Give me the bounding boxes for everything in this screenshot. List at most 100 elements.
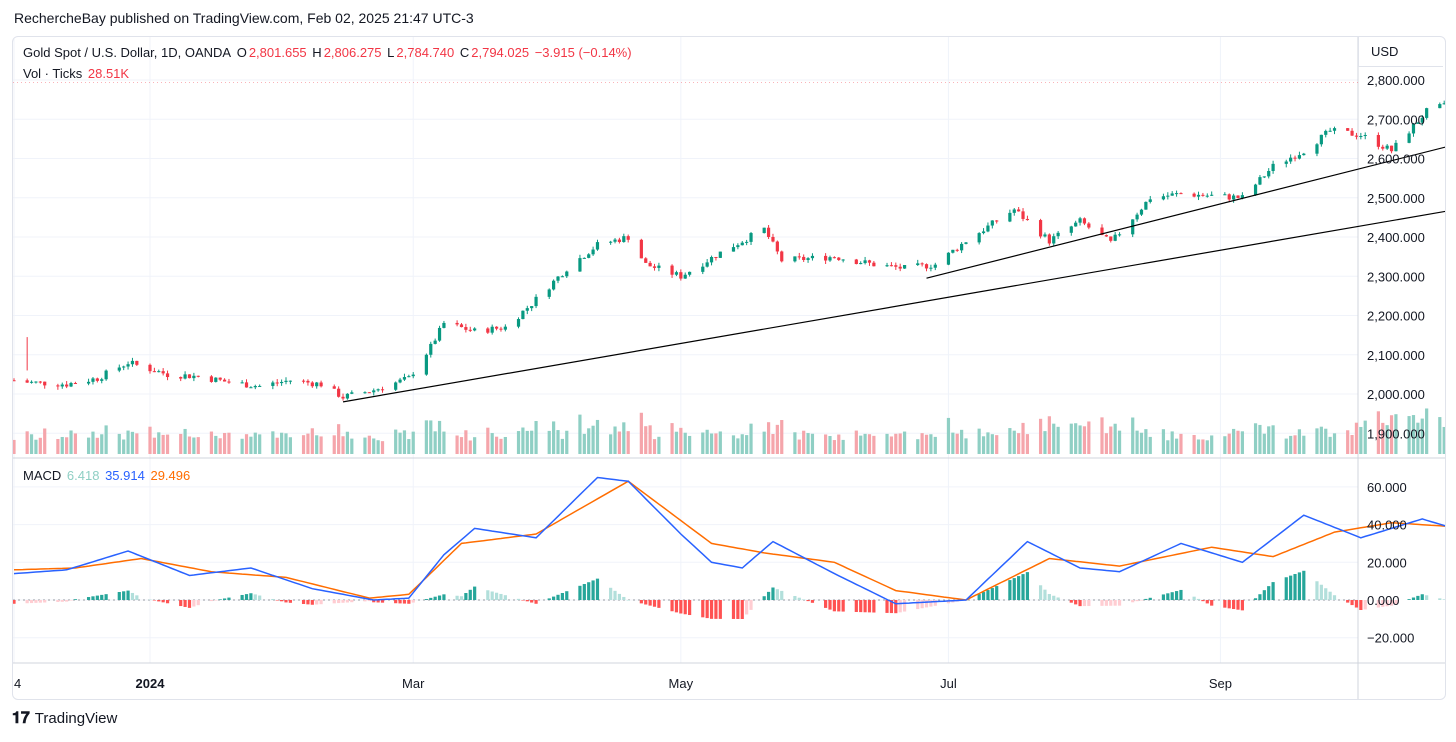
macd-hist-bar	[437, 595, 442, 600]
macd-hist-bar	[1074, 600, 1078, 605]
candle-body	[402, 377, 407, 380]
candle-body	[964, 242, 968, 244]
candle-body	[1297, 155, 1302, 159]
macd-hist-bar	[920, 600, 924, 609]
candle-body	[442, 322, 446, 328]
chart-panel[interactable]: 2,800.000 2,700.000 2,600.000 2,500.000 2,40…	[12, 36, 1446, 700]
volume-bar	[990, 434, 994, 454]
symbol-title[interactable]: Gold Spot / U.S. Dollar, 1D, OANDA	[23, 45, 232, 60]
macd-label[interactable]: MACD	[23, 468, 62, 483]
macd-hist-bar	[376, 600, 380, 603]
volume-bar	[130, 431, 135, 454]
candle-body	[130, 360, 135, 365]
candle-body	[284, 380, 288, 382]
volume-bar	[86, 437, 91, 454]
candle-body	[183, 374, 187, 379]
candle-body	[1179, 193, 1183, 195]
volume-bar	[1293, 435, 1297, 454]
candle-body	[674, 272, 679, 275]
macd-hist-bar	[1416, 595, 1420, 600]
volume-bar	[863, 433, 867, 454]
candle-body	[372, 390, 376, 393]
macd-hist-bar	[95, 595, 99, 600]
candle-body	[718, 251, 722, 258]
macd-hist-bar	[398, 600, 402, 604]
candle-body	[1324, 130, 1328, 135]
volume-bar	[337, 424, 341, 454]
volume-bar	[556, 430, 560, 454]
currency-button[interactable]: USD	[1358, 37, 1443, 67]
candle-body	[740, 242, 744, 246]
volume-bar	[222, 432, 227, 454]
candle-body	[1267, 170, 1271, 177]
volume-bar	[705, 429, 709, 454]
volume-bar	[995, 435, 999, 454]
open-label: O	[236, 45, 247, 60]
change-value: −3.915 (−0.14%)	[534, 45, 632, 60]
macd-hist-bar	[1240, 600, 1244, 611]
candle-body	[332, 386, 336, 389]
macd-hist-bar	[894, 600, 898, 614]
volume-bar	[626, 431, 630, 454]
ohlc-legend: Gold Spot / U.S. Dollar, 1D, OANDA O 2,80…	[23, 45, 634, 60]
macd-hist-bar	[863, 600, 867, 613]
macd-hist-bar	[499, 593, 503, 600]
candle-body	[626, 236, 630, 240]
candle-body	[301, 380, 306, 382]
macd-hist-bar	[473, 586, 477, 600]
candle-body	[736, 245, 740, 248]
candle-body	[1117, 234, 1122, 236]
candle-body	[1271, 163, 1275, 171]
volume-bar	[227, 432, 231, 454]
macd-signal-value: 29.496	[150, 468, 191, 483]
candle-body	[1210, 194, 1214, 196]
macd-hist-bar	[209, 600, 214, 602]
volume-bar	[981, 436, 986, 454]
candle-body	[1113, 234, 1117, 241]
candle-body	[1354, 135, 1359, 137]
volume-bar	[1227, 433, 1231, 454]
candle-body	[424, 354, 428, 375]
macd-hist-bar	[1196, 598, 1201, 600]
volume-bar	[516, 431, 521, 454]
candle-body	[486, 328, 490, 333]
candle-body	[872, 262, 876, 267]
macd-hist-bar	[1381, 600, 1385, 607]
macd-hist-bar	[56, 600, 60, 602]
volume-bar	[1262, 433, 1266, 454]
candle-body	[1148, 199, 1152, 202]
volume-bar	[810, 433, 815, 454]
candle-body	[986, 225, 990, 232]
volume-bar	[468, 440, 472, 454]
macd-hist-bar	[157, 600, 161, 602]
candle-body	[1078, 218, 1082, 223]
candle-body	[780, 251, 784, 262]
macd-hist-bar	[442, 594, 446, 600]
macd-hist-bar	[718, 600, 722, 619]
macd-hist-bar	[986, 590, 990, 600]
macd-hist-bar	[1332, 595, 1337, 600]
macd-hist-bar	[394, 600, 398, 604]
tradingview-brand[interactable]: 𝟏𝟕 TradingView	[12, 710, 117, 728]
candle-body	[490, 326, 494, 333]
macd-hist-bar	[530, 600, 534, 603]
macd-hist-bar	[1315, 581, 1319, 600]
macd-hist-bar	[824, 600, 828, 608]
candle-body	[894, 265, 898, 267]
macd-hist-bar	[889, 600, 894, 614]
volume-label[interactable]: Vol · Ticks	[23, 66, 83, 81]
candle-body	[745, 241, 749, 243]
macd-hist-bar	[1363, 600, 1367, 610]
volume-bar	[1267, 426, 1271, 454]
chart-svg[interactable]: 2,800.000 2,700.000 2,600.000 2,500.000 2,40…	[13, 37, 1445, 699]
macd-hist-bar	[253, 594, 257, 600]
macd-hist-bar	[652, 600, 657, 607]
candle-body	[288, 380, 292, 382]
volume-bar	[455, 435, 459, 454]
volume-bar	[889, 436, 894, 454]
macd-hist-bar	[709, 600, 714, 619]
candle-body	[227, 381, 231, 383]
macd-hist-bar	[407, 600, 411, 604]
candle-body	[990, 220, 994, 226]
candle-body	[187, 374, 192, 379]
